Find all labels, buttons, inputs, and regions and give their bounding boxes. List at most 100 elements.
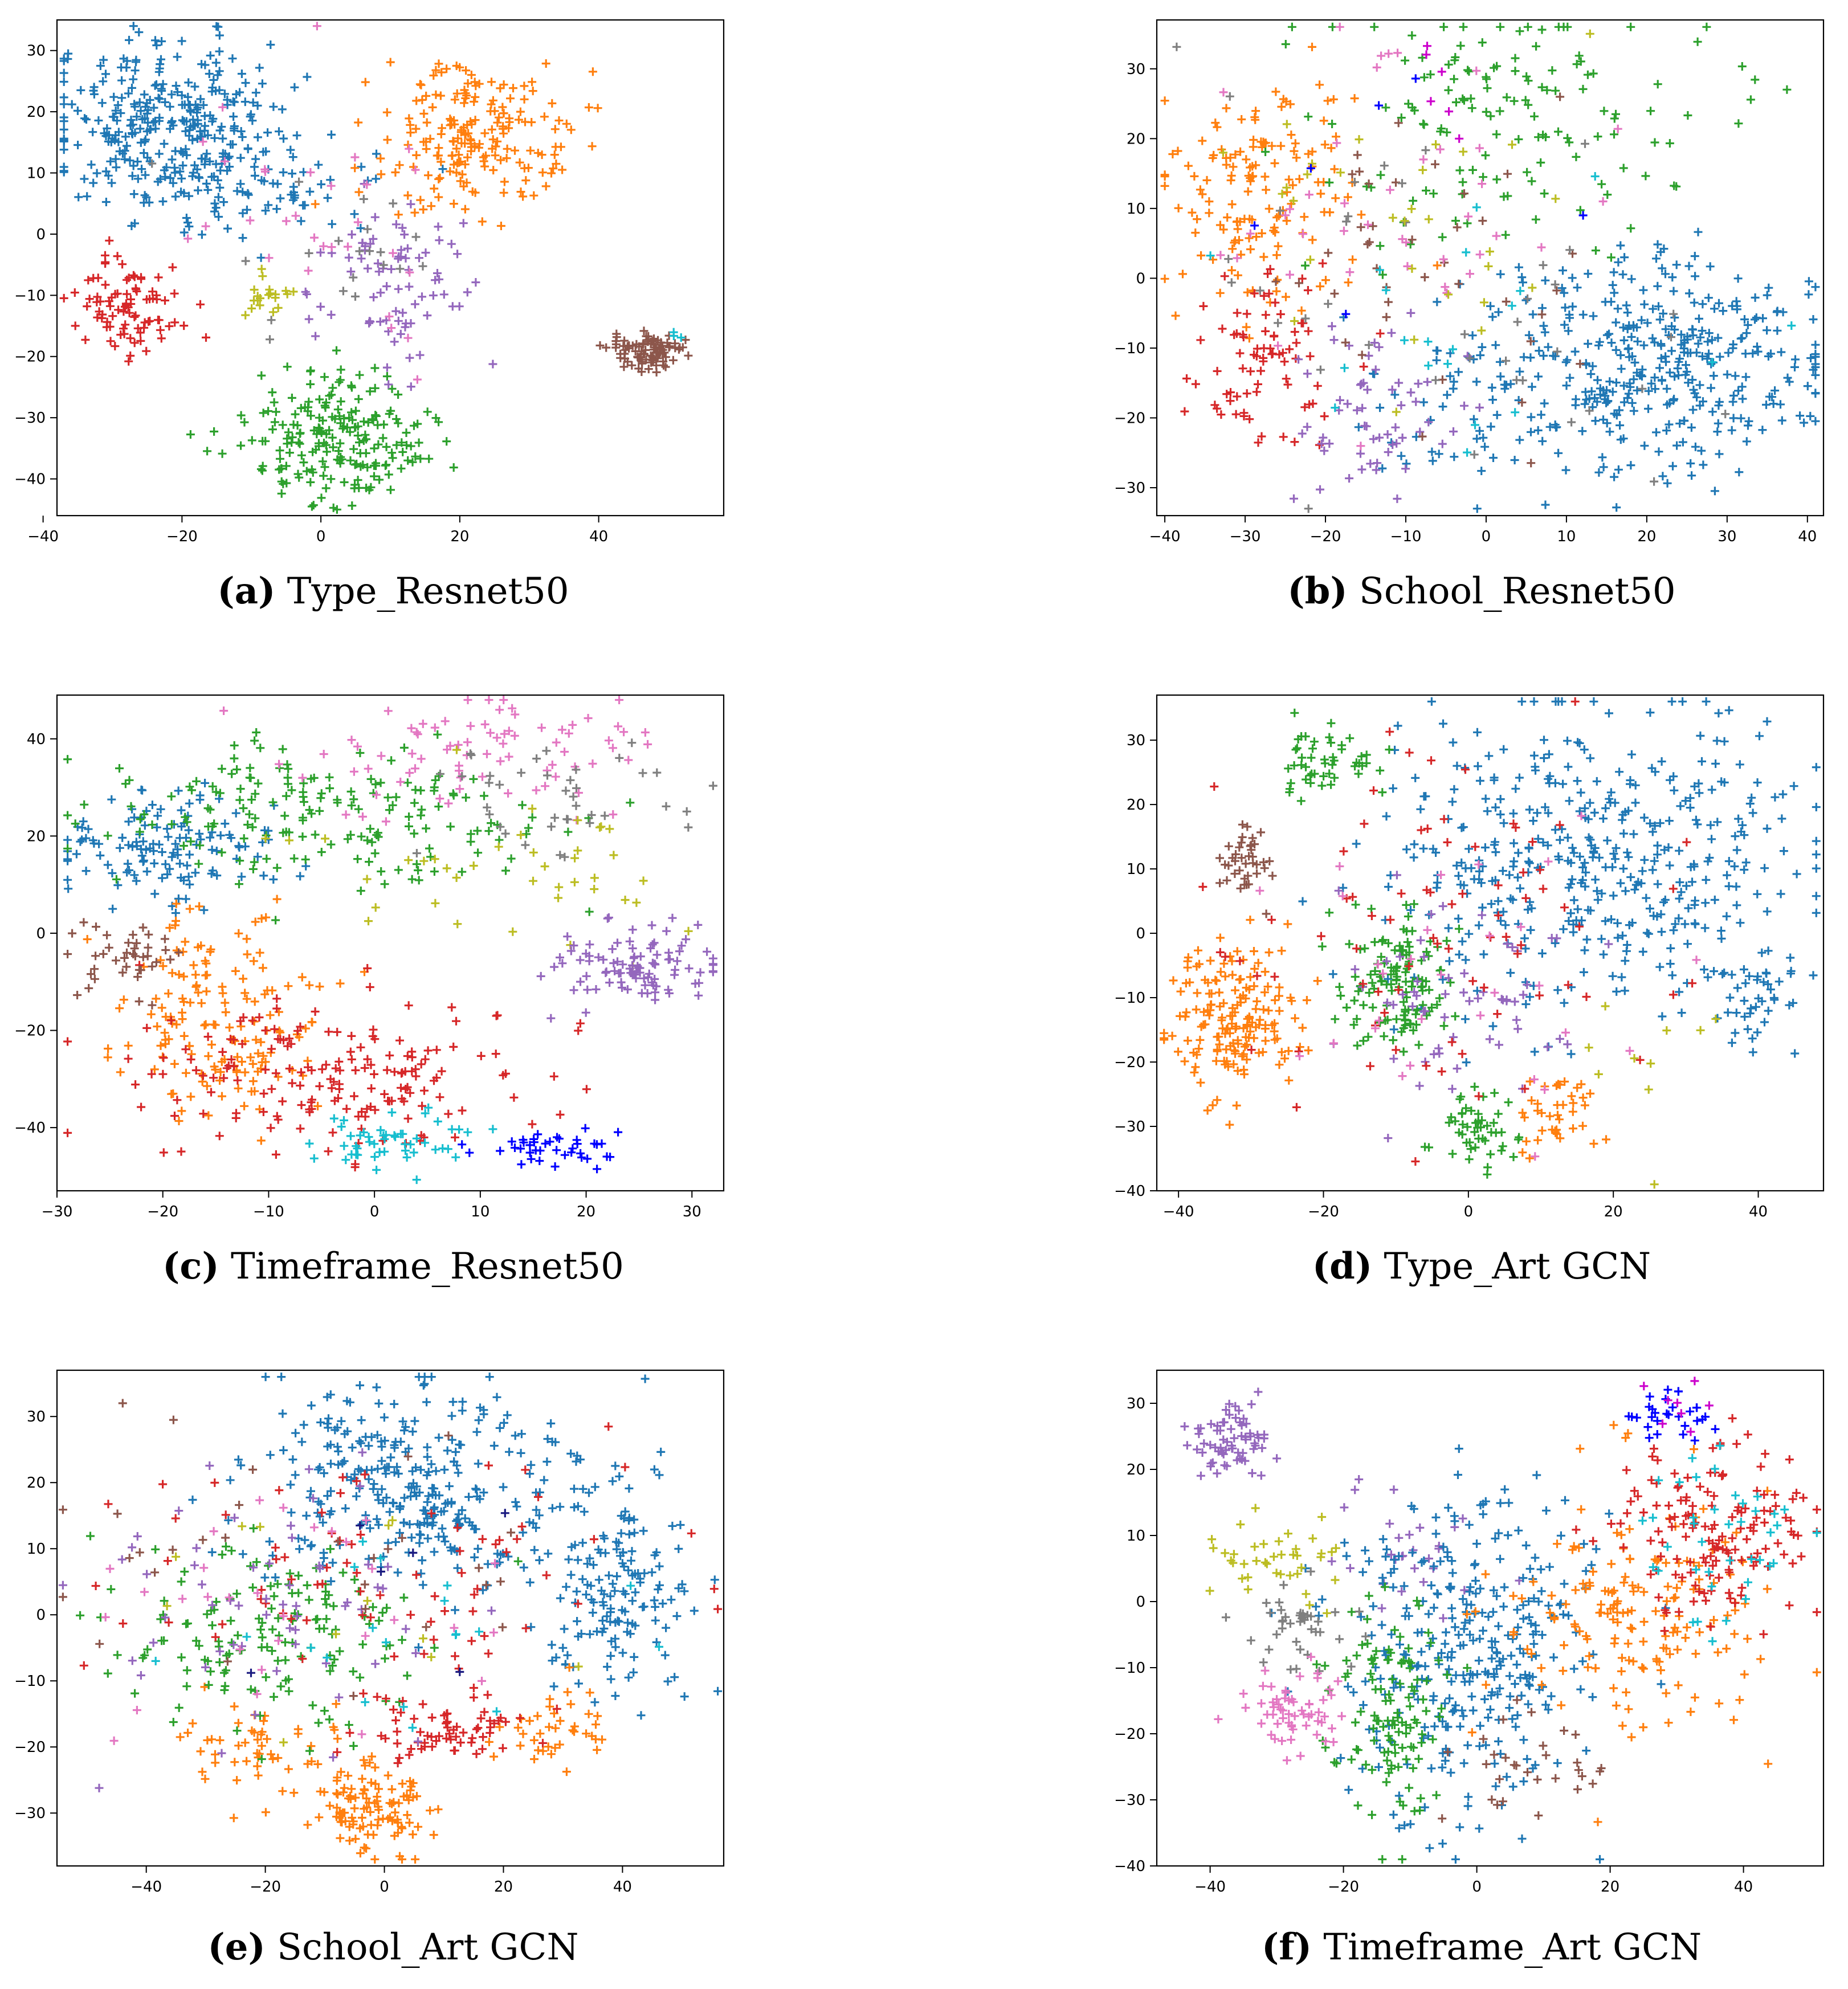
data-point xyxy=(315,1082,324,1091)
data-point xyxy=(398,1068,407,1077)
data-point xyxy=(644,365,653,374)
data-point xyxy=(144,943,153,952)
data-point xyxy=(1264,948,1274,957)
data-point xyxy=(1543,1043,1552,1052)
data-point xyxy=(670,970,679,979)
data-point xyxy=(386,1453,395,1462)
data-point xyxy=(423,1519,432,1528)
data-point xyxy=(433,1117,442,1126)
data-point xyxy=(1458,1120,1467,1129)
data-point xyxy=(1738,394,1747,403)
y-tick-label: 10 xyxy=(1127,201,1145,218)
data-point xyxy=(664,955,673,964)
data-point xyxy=(1427,447,1437,456)
data-point xyxy=(495,780,504,789)
data-point xyxy=(1245,852,1254,861)
data-point xyxy=(1439,255,1448,264)
data-point xyxy=(1507,301,1516,311)
data-point xyxy=(1407,205,1416,214)
data-point xyxy=(1541,500,1550,509)
data-point xyxy=(115,1004,124,1013)
data-point xyxy=(230,122,239,130)
data-point xyxy=(1577,1080,1586,1089)
data-point xyxy=(621,896,630,904)
data-point xyxy=(325,426,334,435)
data-point xyxy=(590,873,599,883)
data-point xyxy=(411,764,419,773)
data-point xyxy=(1247,1018,1257,1027)
data-point xyxy=(84,276,93,285)
data-point xyxy=(214,22,223,31)
data-point xyxy=(1609,849,1618,858)
data-point xyxy=(1642,893,1651,902)
data-point xyxy=(519,1136,528,1144)
cluster-c-gray-3 xyxy=(412,738,717,861)
data-point xyxy=(1278,189,1287,198)
data-point xyxy=(1288,181,1298,190)
data-point xyxy=(1708,358,1717,367)
data-point xyxy=(1647,763,1657,773)
data-point xyxy=(1581,139,1589,148)
data-point xyxy=(454,1468,463,1477)
data-point xyxy=(391,1538,400,1546)
data-point xyxy=(1683,111,1692,120)
data-point xyxy=(572,1136,581,1145)
data-point xyxy=(1586,1089,1595,1098)
data-point xyxy=(1789,782,1798,791)
data-point xyxy=(346,1132,355,1141)
data-point xyxy=(1605,794,1614,803)
data-point xyxy=(1276,310,1285,318)
data-point xyxy=(403,244,412,253)
data-point xyxy=(1657,354,1666,363)
data-point xyxy=(1506,969,1515,977)
data-point xyxy=(655,1580,664,1590)
data-point xyxy=(1406,1061,1415,1070)
data-point xyxy=(233,1076,242,1085)
data-point xyxy=(1336,991,1345,1000)
data-point xyxy=(1624,852,1633,861)
data-point xyxy=(1699,397,1707,406)
data-point xyxy=(1188,208,1197,217)
data-point xyxy=(402,428,411,437)
data-point xyxy=(672,1612,682,1620)
data-point xyxy=(1224,861,1233,870)
cluster-c-purple-5 xyxy=(536,913,717,1023)
data-point xyxy=(363,1055,372,1064)
data-point xyxy=(1176,1011,1185,1020)
data-point xyxy=(1433,1000,1442,1009)
data-point xyxy=(605,1571,613,1580)
data-point xyxy=(1551,194,1560,203)
data-point xyxy=(271,407,280,416)
data-point xyxy=(377,1456,386,1465)
data-point xyxy=(1707,383,1715,393)
data-point xyxy=(1514,135,1523,144)
data-point xyxy=(357,832,366,841)
data-point xyxy=(626,798,635,807)
data-point xyxy=(1723,871,1732,880)
data-point xyxy=(1261,1036,1270,1045)
data-point xyxy=(1428,456,1437,465)
data-point xyxy=(1703,354,1712,364)
data-point xyxy=(517,768,526,777)
data-point xyxy=(1521,296,1531,305)
data-point xyxy=(1449,377,1458,386)
data-point xyxy=(1630,885,1639,894)
data-point xyxy=(279,134,288,143)
data-point xyxy=(1616,421,1625,430)
data-point xyxy=(1388,213,1397,222)
data-point xyxy=(1735,468,1744,477)
data-point xyxy=(1522,72,1531,81)
data-point xyxy=(90,974,99,983)
data-point xyxy=(103,860,112,869)
data-point xyxy=(315,424,324,433)
data-point xyxy=(1578,427,1587,436)
data-point xyxy=(1339,883,1348,892)
data-point xyxy=(1232,218,1241,226)
data-point xyxy=(1401,56,1410,65)
data-point xyxy=(1593,887,1601,896)
data-point xyxy=(302,289,311,299)
data-point xyxy=(1230,869,1239,878)
data-point xyxy=(1452,861,1461,870)
data-point xyxy=(1666,944,1675,953)
data-point xyxy=(396,1437,405,1446)
